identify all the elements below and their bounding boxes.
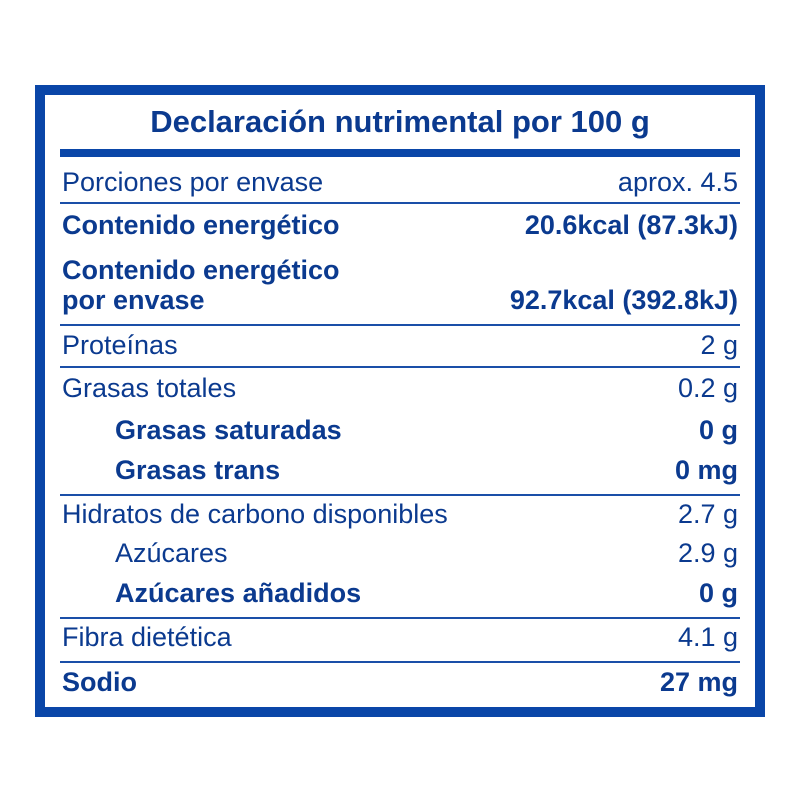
label-title: Declaración nutrimental por 100 g [150,104,650,139]
row-label: Contenido energético [62,255,340,285]
row-label: Hidratos de carbono disponibles [62,499,448,529]
row-value: 27 mg [659,667,738,697]
row-label: Proteínas [62,330,178,360]
row-value: 20.6kcal (87.3kJ) [524,210,738,240]
title-divider [60,149,740,157]
row-label: Azúcares [115,538,228,568]
row-label: Porciones por envase [62,167,324,197]
divider [60,324,740,326]
divider [60,366,740,368]
row-label: Grasas saturadas [115,415,342,445]
row-label: Sodio [62,667,137,697]
row-value: 2.9 g [677,538,738,568]
row-value: 0 g [698,415,738,445]
row-value: aprox. 4.5 [617,167,738,197]
row-value: 0 g [698,578,738,608]
row-value: 4.1 g [677,622,738,652]
row-label: Grasas totales [62,373,237,403]
row-value: 2.7 g [677,499,738,529]
divider [60,494,740,496]
row-value: 2 g [700,330,738,360]
row-label: Contenido energético [62,210,340,240]
row-value: 0.2 g [677,373,738,403]
row-label: Grasas trans [115,455,281,485]
divider [60,661,740,663]
divider [60,617,740,619]
nutrition-label-frame [35,85,765,717]
row-value: 92.7kcal (392.8kJ) [509,285,738,315]
row-label: Fibra dietética [62,622,232,652]
row-value: 0 mg [674,455,738,485]
divider [60,202,740,204]
row-label-line2: por envase [62,285,205,315]
row-label: Azúcares añadidos [115,578,362,608]
